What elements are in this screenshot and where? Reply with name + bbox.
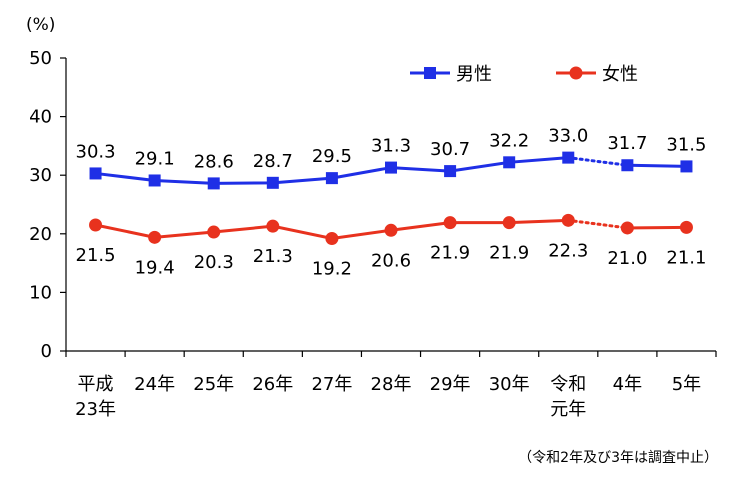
data-point-marker — [502, 216, 516, 230]
y-tick-label: 40 — [29, 107, 52, 128]
series-gap-line-2 — [566, 218, 629, 230]
x-tick-label-line: 27年 — [311, 374, 352, 395]
x-tick-label: 平成 23年 — [75, 374, 116, 420]
x-tick-label-line: 28年 — [371, 374, 412, 395]
x-tick-label-line: 24年 — [134, 374, 175, 395]
x-tick-label: 5年 — [672, 374, 701, 395]
x-tick-label: 26年 — [252, 374, 293, 395]
data-label: 19.2 — [312, 258, 352, 279]
data-label: 21.9 — [430, 243, 470, 264]
series-line-tail-1 — [627, 163, 687, 168]
legend-marker — [424, 67, 436, 79]
data-label: 29.5 — [312, 146, 352, 167]
data-point-marker — [207, 177, 220, 190]
data-label: 22.3 — [548, 240, 588, 261]
x-axis: 平成 23年 24年 25年 26年 27年 28年 29年 30年 令和元年 4年 5年 — [65, 350, 717, 420]
data-point-marker — [384, 223, 398, 237]
footnote: （令和2年及び3年は調査中止） — [518, 450, 718, 466]
data-label: 31.3 — [371, 136, 411, 157]
data-point-marker — [444, 165, 457, 178]
data-point-marker — [325, 231, 339, 245]
data-label: 19.4 — [135, 257, 175, 278]
data-point-marker — [679, 220, 693, 234]
data-label: 30.7 — [430, 139, 470, 160]
data-point-marker — [207, 225, 221, 239]
y-tick-label: 0 — [41, 341, 52, 362]
legend-marker — [569, 66, 583, 80]
x-tick-label: 30年 — [489, 374, 530, 395]
x-tick-label: 27年 — [311, 374, 352, 395]
data-label: 33.0 — [548, 126, 588, 147]
x-tick-label-line: 元年 — [550, 399, 586, 420]
data-point-marker — [148, 230, 162, 244]
data-point-marker — [325, 172, 338, 185]
data-label: 20.6 — [371, 250, 411, 271]
y-tick-label: 10 — [29, 282, 52, 303]
data-label: 21.3 — [253, 246, 293, 267]
data-point-marker — [561, 213, 575, 227]
data-point-marker — [680, 160, 693, 173]
data-point-marker — [266, 176, 279, 189]
data-label: 31.5 — [666, 134, 706, 155]
legend-label: 男性 — [456, 64, 492, 85]
data-labels: 30.3 29.1 28.6 28.7 29.5 31.3 30.7 32.2 33.0 31.7… — [76, 126, 707, 280]
data-label: 20.3 — [194, 252, 234, 273]
x-tick-label-line: 平成 — [78, 374, 114, 395]
x-tick-label: 28年 — [371, 374, 412, 395]
x-tick-label: 24年 — [134, 374, 175, 395]
data-label: 28.7 — [253, 151, 293, 172]
data-point-marker — [562, 151, 575, 164]
x-tick-label-line: 26年 — [252, 374, 293, 395]
x-tick-label-line: 4年 — [613, 374, 642, 395]
data-label: 31.7 — [607, 133, 647, 154]
data-point-marker — [620, 221, 634, 235]
data-label: 30.3 — [76, 141, 116, 162]
data-point-marker — [148, 174, 161, 187]
x-tick-label-line: 23年 — [75, 399, 116, 420]
series-gap-line-1 — [566, 156, 629, 167]
x-tick-label: 4年 — [613, 374, 642, 395]
x-tick-label-line: 29年 — [430, 374, 471, 395]
data-label: 32.2 — [489, 130, 529, 151]
data-point-marker — [503, 156, 516, 169]
y-tick-label: 30 — [29, 165, 52, 186]
data-point-marker — [89, 218, 103, 232]
data-point-marker — [89, 167, 102, 180]
data-point-marker — [266, 219, 280, 233]
y-unit-label: (%) — [26, 15, 55, 35]
x-tick-label-line: 令和 — [550, 374, 586, 395]
data-label: 28.6 — [194, 151, 234, 172]
x-tick-label-line: 30年 — [489, 374, 530, 395]
series-line-tail-2 — [627, 225, 687, 230]
legend-label: 女性 — [602, 64, 638, 85]
x-tick-label-line: 25年 — [193, 374, 234, 395]
data-label: 21.1 — [666, 247, 706, 268]
x-tick-label-line: 5年 — [672, 374, 701, 395]
data-point-marker — [621, 159, 634, 172]
x-tick-label: 令和元年 — [550, 374, 586, 420]
y-tick-label: 50 — [29, 48, 52, 69]
data-label: 21.5 — [76, 245, 116, 266]
data-point-marker — [385, 161, 397, 174]
data-label: 21.9 — [489, 243, 529, 264]
data-label: 29.1 — [135, 148, 175, 169]
data-label: 21.0 — [607, 248, 647, 269]
legend: 男性 女性 — [410, 64, 638, 85]
x-tick-label: 25年 — [193, 374, 234, 395]
x-tick-label: 29年 — [430, 374, 471, 395]
data-point-marker — [443, 216, 457, 230]
y-axis: 0 10 20 30 40 50 — [29, 48, 67, 362]
y-tick-label: 20 — [29, 224, 52, 245]
series-markers — [89, 151, 693, 245]
